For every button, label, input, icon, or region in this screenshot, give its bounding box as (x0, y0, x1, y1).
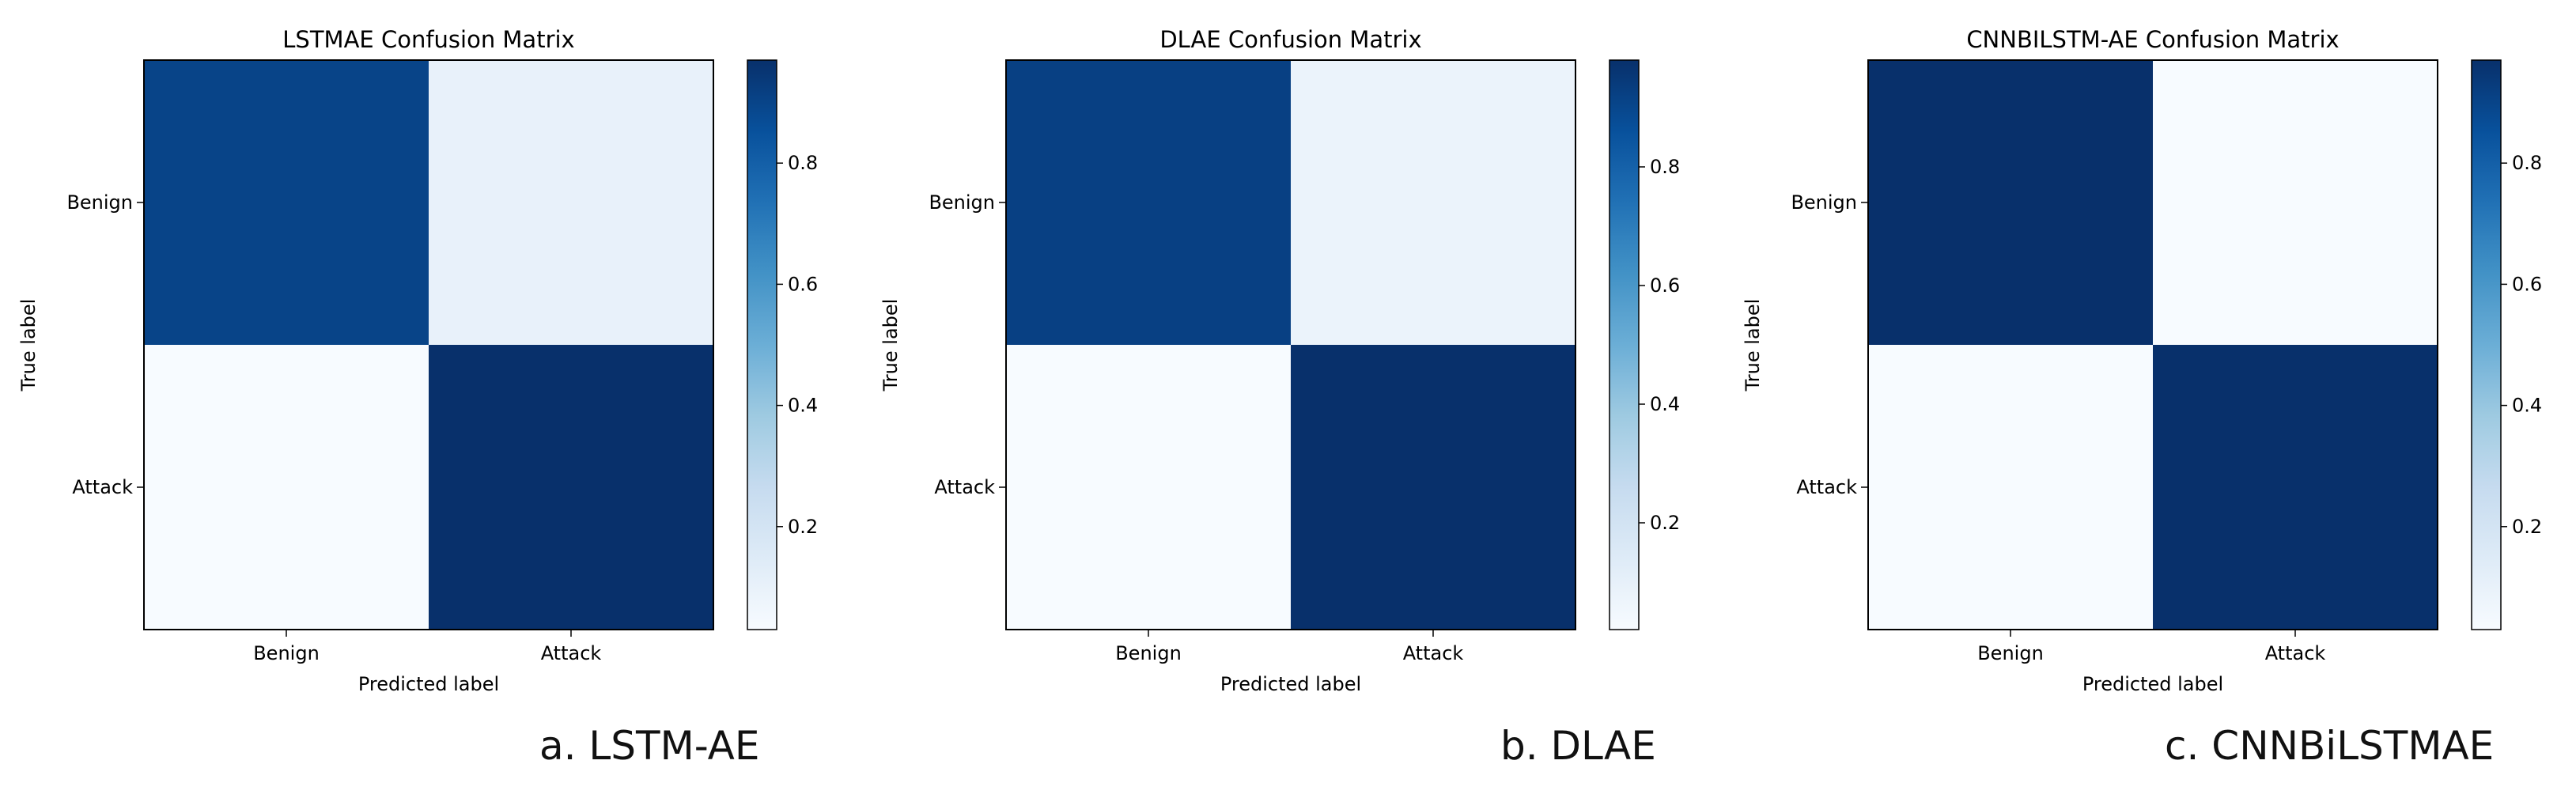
chart-title: DLAE Confusion Matrix (1159, 26, 1421, 53)
cell-attack-attack (2153, 345, 2438, 630)
cell-benign-attack (2153, 60, 2438, 345)
x-tick-label: Attack (1403, 642, 1464, 664)
colorbar-tick-label: 0.2 (788, 516, 818, 538)
y-tick-label: Attack (72, 476, 133, 498)
x-axis-label: Predicted label (358, 673, 499, 695)
confusion-matrix-3: CNNBILSTM-AE Confusion Matrix Benign Attac… (1742, 26, 2542, 695)
caption-c: c. CNNBiLSTMAE (2165, 723, 2495, 769)
matrix-frame (1005, 59, 1576, 630)
cell-attack-benign (1868, 345, 2153, 630)
y-tick-label: Benign (1791, 191, 1857, 214)
caption-b: b. DLAE (1500, 723, 1656, 769)
chart-title: LSTMAE Confusion Matrix (282, 26, 574, 53)
confusion-matrix-1: LSTMAE Confusion Matrix Benign Attack Predi… (17, 26, 818, 695)
colorbar-tick-label: 0.2 (2512, 516, 2542, 538)
x-tick-label: Benign (1977, 642, 2044, 664)
colorbar (747, 59, 777, 630)
colorbar-tick-label: 0.6 (2512, 273, 2542, 295)
colorbar-tick-label: 0.4 (788, 395, 818, 417)
colorbar-tick-label: 0.6 (788, 273, 818, 295)
colorbar-tick-label: 0.8 (2512, 152, 2542, 174)
y-tick-label: Benign (66, 191, 133, 214)
colorbar (1609, 59, 1640, 630)
cell-attack-benign (1006, 345, 1291, 630)
cell-attack-attack (1291, 345, 1575, 630)
y-tick-label: Attack (1796, 476, 1857, 498)
cell-benign-benign (1006, 60, 1291, 345)
x-tick-label: Benign (1115, 642, 1182, 664)
matrix-frame (1867, 59, 2438, 630)
y-axis-label: True label (879, 299, 902, 392)
x-tick-label: Attack (2265, 642, 2326, 664)
cell-attack-attack (429, 345, 713, 630)
x-axis-label: Predicted label (1220, 673, 1361, 695)
cell-benign-benign (144, 60, 429, 345)
cell-benign-benign (1868, 60, 2153, 345)
caption-a: a. LSTM-AE (539, 723, 760, 769)
colorbar-tick-label: 0.4 (2512, 395, 2542, 417)
matrix-frame (143, 59, 714, 630)
y-axis-label: True label (17, 299, 40, 392)
colorbar-tick-label: 0.4 (1650, 393, 1680, 415)
colorbar-tick-label: 0.8 (1650, 156, 1680, 178)
cell-benign-attack (1291, 60, 1575, 345)
cell-benign-attack (429, 60, 713, 345)
x-axis-label: Predicted label (2082, 673, 2223, 695)
x-tick-label: Attack (541, 642, 602, 664)
x-tick-label: Benign (253, 642, 320, 664)
colorbar-tick-label: 0.6 (1650, 274, 1680, 297)
chart-title: CNNBILSTM-AE Confusion Matrix (1966, 26, 2339, 53)
colorbar-tick-label: 0.2 (1650, 512, 1680, 534)
y-tick-label: Attack (934, 476, 995, 498)
y-tick-label: Benign (929, 191, 995, 214)
y-axis-label: True label (1742, 299, 1764, 392)
confusion-matrix-2: DLAE Confusion Matrix Benign Attack Predict… (879, 26, 1680, 695)
colorbar (2471, 59, 2502, 630)
cell-attack-benign (144, 345, 429, 630)
colorbar-tick-label: 0.8 (788, 152, 818, 174)
